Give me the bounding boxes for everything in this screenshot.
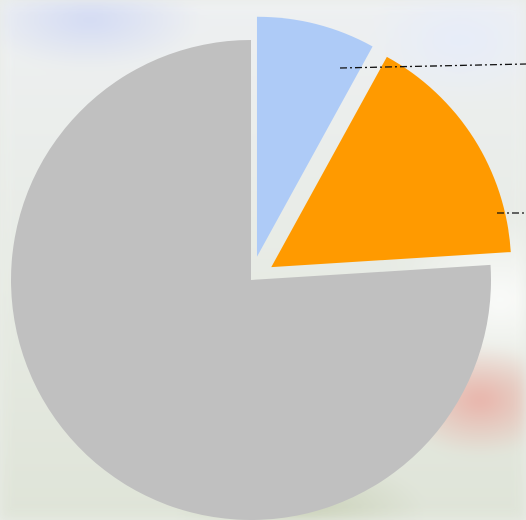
pie-slice-2	[271, 56, 511, 268]
leader-lines	[339, 63, 526, 214]
pie-slice-3	[11, 40, 492, 520]
pie-slice-1	[256, 16, 373, 257]
leader-line-1	[339, 63, 526, 69]
pie-slices	[11, 16, 511, 520]
